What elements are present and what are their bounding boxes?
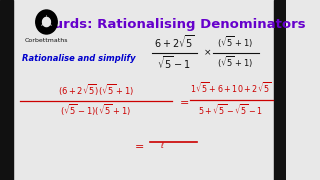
Text: $=$: $=$ (132, 140, 145, 150)
Wedge shape (37, 11, 45, 26)
Text: $=$: $=$ (177, 96, 189, 106)
Bar (274, 0, 286, 180)
Wedge shape (47, 11, 56, 26)
Text: Corbettmaths: Corbettmaths (25, 38, 68, 43)
Text: $(6+2\sqrt{5})(\sqrt{5}+1)$: $(6+2\sqrt{5})(\sqrt{5}+1)$ (58, 82, 134, 98)
Text: $(\sqrt{5}+1)$: $(\sqrt{5}+1)$ (217, 54, 253, 69)
Bar (0, 0, 12, 180)
Text: $\sqrt{5}-1$: $\sqrt{5}-1$ (157, 54, 191, 71)
Text: Surds: Rationalising Denominators: Surds: Rationalising Denominators (44, 17, 305, 30)
Text: $1\sqrt{5}+6+10+2\sqrt{5}$: $1\sqrt{5}+6+10+2\sqrt{5}$ (190, 80, 271, 95)
Circle shape (41, 16, 52, 28)
Wedge shape (39, 26, 54, 33)
Circle shape (36, 10, 57, 34)
Text: Rationalise and simplify: Rationalise and simplify (22, 53, 136, 62)
Text: $5+\sqrt{5}-\sqrt{5}-1$: $5+\sqrt{5}-\sqrt{5}-1$ (198, 102, 263, 116)
Text: $(\sqrt{5}+1)$: $(\sqrt{5}+1)$ (217, 35, 253, 50)
Text: $6+2\sqrt{5}$: $6+2\sqrt{5}$ (154, 33, 195, 50)
Text: $\ell$: $\ell$ (160, 140, 165, 150)
Text: $(\sqrt{5}-1)(\sqrt{5}+1)$: $(\sqrt{5}-1)(\sqrt{5}+1)$ (60, 102, 131, 118)
Text: $\times$: $\times$ (203, 48, 212, 58)
